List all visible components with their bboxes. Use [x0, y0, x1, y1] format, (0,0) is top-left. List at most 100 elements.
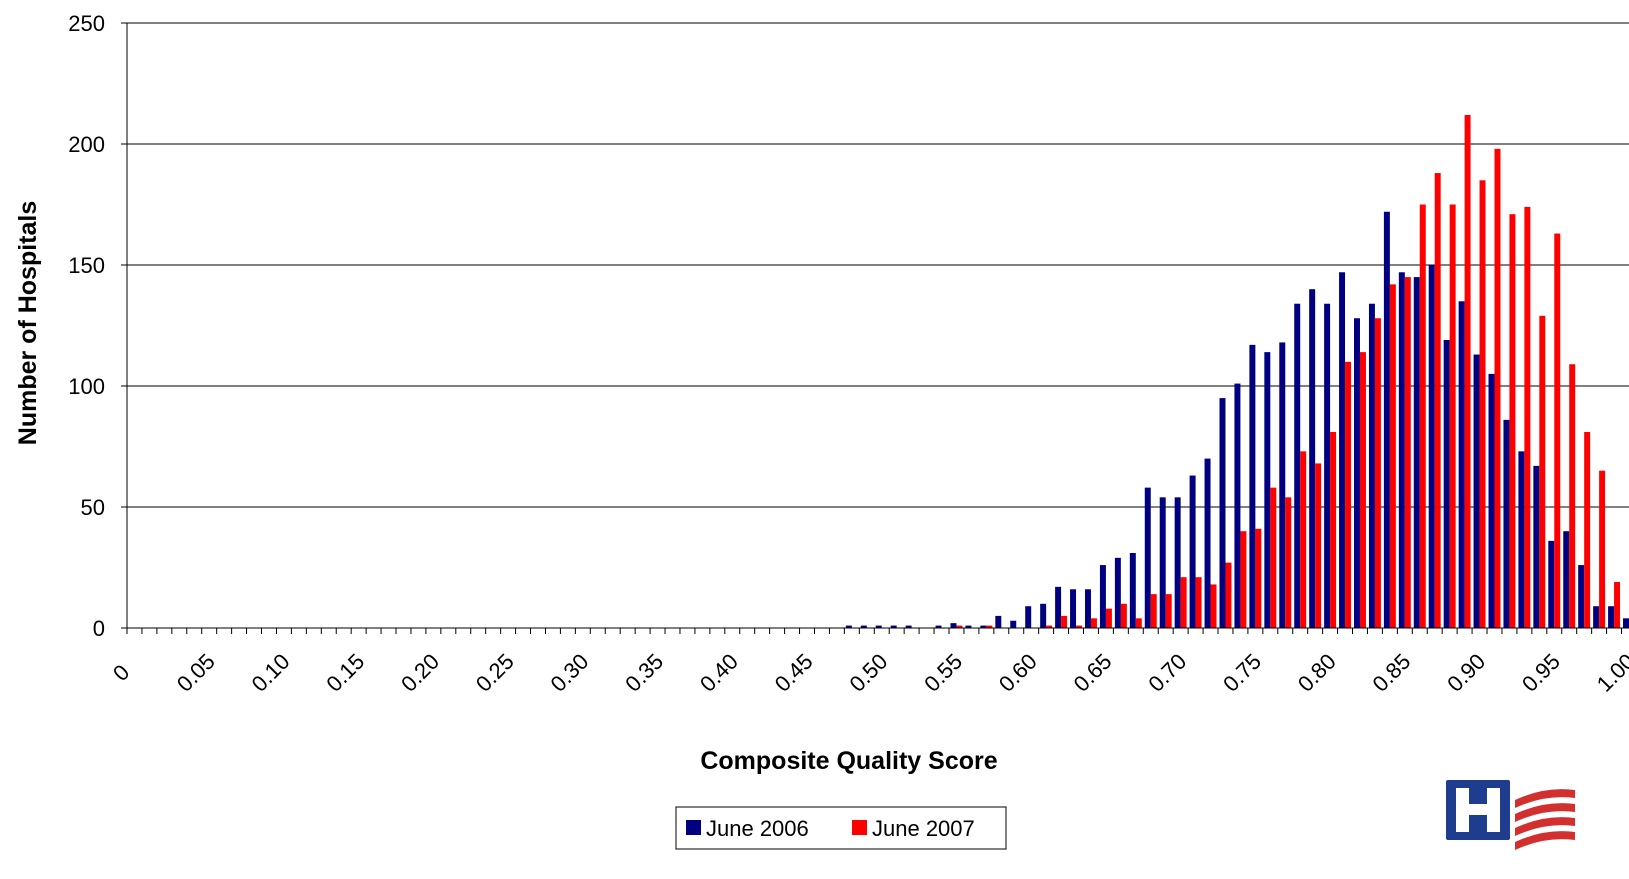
bar-june-2007: [1120, 603, 1127, 628]
bar-june-2006: [1084, 589, 1091, 628]
bar-june-2007: [1285, 497, 1292, 628]
bar-june-2006: [1413, 277, 1420, 628]
bar-june-2006: [1608, 606, 1615, 628]
bar-june-2006: [1040, 603, 1047, 628]
bar-june-2006: [1443, 340, 1450, 628]
flag-stripe: [1515, 831, 1575, 850]
bar-june-2007: [1330, 431, 1337, 628]
flag-stripes-icon: [1515, 789, 1575, 850]
bar-june-2006: [1114, 557, 1121, 628]
flag-stripe: [1515, 803, 1575, 822]
bar-june-2007: [1419, 204, 1426, 628]
bar-june-2007: [1135, 618, 1142, 628]
x-tick-label: 0.95: [1517, 649, 1565, 697]
x-tick-label: 0.90: [1442, 649, 1490, 697]
bar-june-2006: [890, 625, 897, 628]
bar-june-2007: [1524, 206, 1531, 629]
bar-june-2007: [1374, 318, 1381, 628]
y-tick-label: 200: [68, 132, 105, 157]
bar-june-2006: [1503, 419, 1510, 628]
bar-june-2006: [950, 623, 957, 628]
legend: June 2006 June 2007: [675, 806, 1007, 850]
x-tick-label: 0.35: [620, 649, 668, 697]
x-tick-label: 1.00: [1592, 649, 1629, 697]
bar-june-2007: [1180, 577, 1187, 628]
x-tick-label: 0.70: [1143, 649, 1191, 697]
y-tick-label: 100: [68, 374, 105, 399]
bar-june-2006: [1129, 552, 1136, 628]
bar-june-2007: [1614, 582, 1621, 628]
bar-june-2006: [1144, 487, 1151, 628]
bar-june-2007: [986, 625, 993, 628]
bar-june-2006: [995, 615, 1002, 628]
y-tick-label: 250: [68, 11, 105, 36]
bar-june-2007: [1494, 148, 1501, 628]
bar-june-2006: [1189, 475, 1196, 628]
bar-june-2006: [1055, 586, 1062, 628]
x-tick-label: 0.50: [844, 649, 892, 697]
legend-label-june-2007: June 2007: [872, 816, 975, 841]
bar-june-2006: [1398, 272, 1405, 628]
bar-june-2006: [1070, 589, 1077, 628]
bar-june-2006: [1383, 211, 1390, 628]
bar-june-2007: [1210, 584, 1217, 628]
bar-june-2007: [1599, 470, 1606, 628]
legend-box: [675, 806, 1007, 850]
bar-june-2007: [956, 625, 963, 628]
x-tick-label: 0.40: [695, 649, 743, 697]
x-tick-label: 0.60: [994, 649, 1042, 697]
bar-june-2007: [1449, 204, 1456, 628]
bar-june-2006: [1578, 565, 1585, 628]
bar-june-2007: [1255, 528, 1262, 628]
bar-june-2007: [1345, 361, 1352, 628]
bar-june-2006: [1294, 303, 1301, 628]
bar-june-2006: [1279, 342, 1286, 628]
bar-june-2006: [1368, 303, 1375, 628]
bar-june-2007: [1046, 625, 1053, 628]
y-tick-label: 50: [81, 495, 105, 520]
bar-june-2007: [1359, 352, 1366, 628]
x-tick-label: 0: [108, 660, 134, 686]
bar-june-2006: [905, 625, 912, 628]
bar-june-2006: [1174, 497, 1181, 628]
x-tick-label: 0.45: [770, 649, 818, 697]
x-tick-label: 0.10: [247, 649, 295, 697]
bar-june-2006: [1623, 618, 1629, 628]
bar-june-2006: [1458, 301, 1465, 628]
bar-june-2006: [1309, 289, 1316, 628]
x-axis-title: Composite Quality Score: [700, 747, 997, 775]
x-tick-label: 0.30: [546, 649, 594, 697]
bar-june-2006: [980, 625, 987, 628]
bar-june-2007: [1195, 577, 1202, 628]
bar-june-2006: [1428, 265, 1435, 628]
bar-june-2007: [1434, 173, 1441, 629]
bar-june-2006: [935, 625, 942, 628]
bar-june-2006: [1204, 458, 1211, 628]
bar-june-2006: [1593, 606, 1600, 628]
bar-june-2007: [1240, 531, 1247, 628]
y-tick-label: 0: [93, 616, 105, 641]
bar-june-2007: [1584, 431, 1591, 628]
bar-june-2006: [860, 625, 867, 628]
y-tick-label: 150: [68, 253, 105, 278]
flag-stripe: [1515, 789, 1575, 808]
x-tick-label: 0.65: [1069, 649, 1117, 697]
bar-june-2007: [1509, 214, 1516, 628]
legend-label-june-2006: June 2006: [706, 816, 809, 841]
bar-june-2006: [875, 625, 882, 628]
bar-june-2007: [1404, 277, 1411, 628]
bar-june-2006: [1099, 565, 1106, 628]
legend-swatch-june-2006: [686, 820, 701, 835]
bar-june-2006: [1339, 272, 1346, 628]
bar-june-2006: [1324, 303, 1331, 628]
x-tick-label: 0.25: [471, 649, 519, 697]
bar-june-2007: [1076, 625, 1083, 628]
bar-june-2006: [1010, 620, 1017, 628]
bar-june-2007: [1300, 451, 1307, 628]
x-tick-label: 0.20: [396, 649, 444, 697]
bar-june-2006: [845, 625, 852, 628]
bar-june-2007: [1554, 233, 1561, 629]
bar-june-2007: [1464, 114, 1471, 628]
